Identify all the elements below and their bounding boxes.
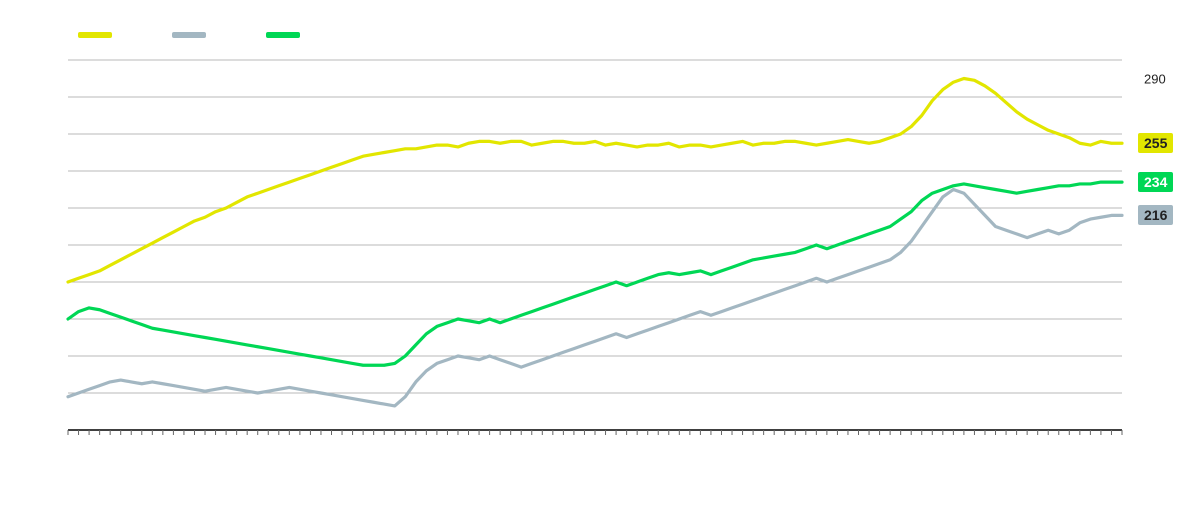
legend-swatch xyxy=(266,32,300,38)
max-value-label: 290 xyxy=(1144,71,1166,86)
end-badge-green: 234 xyxy=(1138,172,1173,192)
legend-item-2 xyxy=(266,32,300,38)
series-yellow xyxy=(68,79,1122,283)
gridlines xyxy=(68,60,1122,393)
end-badge-gray: 216 xyxy=(1138,205,1173,225)
series-group xyxy=(68,79,1122,406)
legend-swatch xyxy=(78,32,112,38)
x-ticks xyxy=(68,430,1122,435)
legend xyxy=(78,32,300,38)
end-badge-yellow: 255 xyxy=(1138,133,1173,153)
legend-item-0 xyxy=(78,32,112,38)
chart-svg xyxy=(0,0,1200,514)
line-chart: 290 255 216 234 xyxy=(0,0,1200,514)
legend-item-1 xyxy=(172,32,206,38)
legend-swatch xyxy=(172,32,206,38)
series-gray xyxy=(68,190,1122,406)
